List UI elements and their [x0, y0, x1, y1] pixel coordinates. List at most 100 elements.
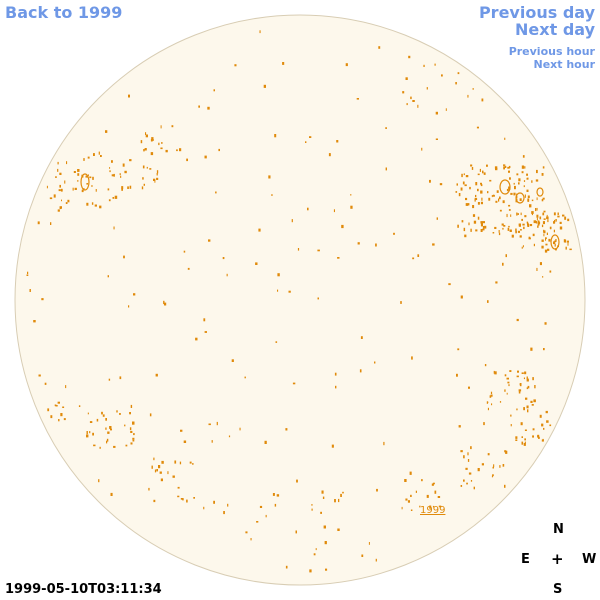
- magnetic-feature: [361, 554, 364, 557]
- magnetic-feature: [179, 461, 182, 465]
- magnetic-feature: [533, 220, 536, 224]
- back-to-year-link[interactable]: Back to 1999: [5, 3, 123, 22]
- magnetic-feature: [482, 170, 484, 174]
- magnetic-feature: [244, 376, 246, 379]
- magnetic-feature: [480, 184, 483, 187]
- magnetic-feature: [95, 189, 97, 192]
- magnetic-feature: [530, 347, 533, 351]
- magnetic-feature: [511, 234, 514, 238]
- magnetic-feature: [431, 483, 434, 486]
- magnetic-feature: [504, 137, 506, 140]
- magnetic-feature: [508, 165, 511, 168]
- magnetic-feature: [410, 494, 412, 497]
- magnetic-feature: [107, 188, 110, 191]
- magnetic-feature: [472, 88, 474, 90]
- magnetic-feature: [171, 125, 174, 128]
- magnetic-feature: [526, 189, 529, 192]
- magnetic-feature: [531, 199, 534, 202]
- magnetic-feature: [537, 225, 539, 228]
- magnetic-feature: [520, 212, 522, 216]
- magnetic-feature: [77, 173, 80, 176]
- magnetic-feature: [529, 204, 532, 208]
- magnetic-feature: [460, 187, 463, 191]
- magnetic-feature: [471, 167, 474, 170]
- magnetic-feature: [466, 482, 468, 485]
- magnetic-feature: [463, 227, 466, 232]
- magnetic-feature: [510, 414, 512, 417]
- previous-hour-link[interactable]: Previous hour: [508, 45, 595, 58]
- magnetic-feature: [458, 193, 461, 197]
- magnetic-feature: [523, 407, 525, 411]
- magnetic-feature: [491, 403, 493, 406]
- magnetic-feature: [268, 175, 271, 179]
- magnetic-feature: [73, 171, 76, 173]
- magnetic-feature: [100, 155, 102, 157]
- magnetic-feature: [463, 455, 465, 459]
- magnetic-feature: [110, 492, 113, 496]
- magnetic-feature: [546, 214, 548, 217]
- magnetic-feature: [102, 414, 105, 417]
- next-day-link[interactable]: Next day: [515, 20, 595, 39]
- magnetic-feature: [482, 226, 485, 229]
- magnetic-feature: [524, 438, 526, 441]
- magnetic-feature: [331, 444, 334, 448]
- magnetic-feature: [473, 486, 475, 490]
- magnetic-feature: [538, 436, 540, 439]
- magnetic-feature: [149, 168, 152, 170]
- magnetic-feature: [174, 460, 177, 464]
- magnetic-feature: [83, 158, 85, 161]
- magnetic-feature: [521, 436, 523, 438]
- magnetic-feature: [89, 176, 92, 179]
- magnetic-feature: [504, 165, 507, 168]
- magnetic-feature: [460, 450, 463, 453]
- magnetic-feature: [507, 227, 510, 231]
- magnetic-feature: [526, 173, 528, 176]
- magnetic-feature: [563, 239, 566, 243]
- magnetic-feature: [489, 395, 492, 398]
- magnetic-feature: [455, 191, 458, 193]
- magnetic-feature: [537, 223, 540, 226]
- magnetic-feature: [153, 457, 155, 461]
- magnetic-feature: [421, 147, 423, 151]
- magnetic-feature: [531, 211, 534, 214]
- magnetic-feature: [467, 203, 470, 206]
- magnetic-feature: [189, 461, 192, 464]
- magnetic-feature: [46, 185, 48, 189]
- magnetic-feature: [536, 217, 538, 221]
- magnetic-feature: [376, 488, 378, 492]
- magnetic-feature: [521, 171, 524, 174]
- magnetic-feature: [467, 94, 469, 98]
- magnetic-feature: [378, 46, 381, 49]
- magnetic-feature: [180, 429, 183, 432]
- magnetic-feature: [493, 370, 495, 374]
- magnetic-feature: [470, 228, 472, 232]
- magnetic-feature: [417, 254, 420, 257]
- magnetic-feature: [515, 230, 517, 234]
- magnetic-feature: [529, 224, 533, 227]
- magnetic-feature: [50, 415, 53, 419]
- magnetic-feature: [523, 185, 525, 188]
- magnetic-feature: [213, 89, 215, 92]
- magnetic-feature: [522, 223, 525, 226]
- previous-day-link[interactable]: Previous day: [478, 3, 595, 22]
- magnetic-feature: [567, 242, 569, 246]
- magnetic-feature: [483, 422, 485, 426]
- magnetic-feature: [29, 289, 31, 292]
- magnetic-feature: [526, 387, 528, 390]
- magnetic-feature: [533, 399, 536, 403]
- magnetic-feature: [259, 505, 263, 508]
- magnetic-feature: [152, 139, 154, 141]
- magnetic-feature: [523, 180, 526, 182]
- year-link[interactable]: 1999: [420, 505, 445, 516]
- observation-timestamp: 1999-05-10T03:11:34: [5, 582, 162, 597]
- magnetic-feature: [328, 153, 331, 157]
- magnetic-feature: [63, 418, 66, 421]
- magnetic-feature: [264, 440, 267, 444]
- magnetic-feature: [98, 479, 100, 483]
- magnetic-feature: [516, 212, 518, 216]
- solar-disk: [14, 14, 586, 586]
- magnetic-feature: [92, 176, 94, 180]
- magnetic-feature: [186, 499, 188, 503]
- magnetic-feature: [546, 232, 548, 235]
- next-hour-link[interactable]: Next hour: [533, 58, 596, 71]
